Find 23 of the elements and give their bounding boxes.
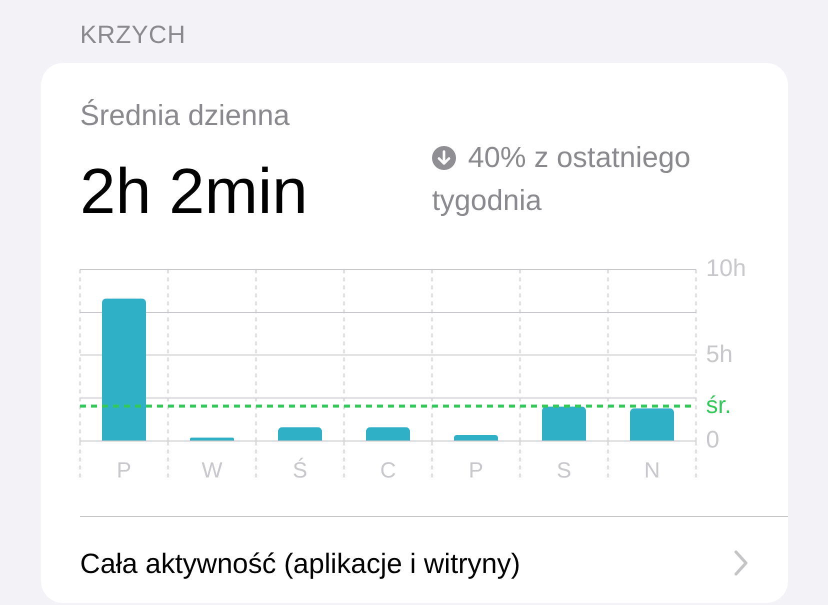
text: 40% z ostatniego tygodnia	[432, 142, 690, 217]
bar	[102, 298, 146, 440]
text: Średnia dzienna	[80, 100, 290, 132]
bar	[542, 406, 586, 440]
bar	[278, 427, 322, 440]
x-tick-label: Ś	[292, 457, 308, 482]
x-tick-label: P	[468, 457, 484, 482]
text: 2h 2min	[80, 155, 308, 227]
x-tick-label: N	[644, 457, 660, 482]
x-tick-label: P	[116, 457, 132, 482]
ref-line-label: śr.	[706, 392, 732, 419]
bar	[630, 408, 674, 440]
x-tick-label: W	[202, 457, 223, 482]
bar	[366, 427, 410, 440]
chart-title: KRZYCH	[80, 21, 186, 49]
y-tick-label: 10h	[706, 255, 746, 282]
y-tick-label: 0	[706, 426, 720, 454]
x-tick-label: C	[380, 457, 396, 482]
x-tick-label: S	[556, 457, 572, 482]
text: Cała aktywność (aplikacje i witryny)	[80, 548, 520, 579]
bar	[454, 434, 498, 440]
bar	[190, 438, 234, 440]
y-tick-label: 5h	[706, 340, 733, 368]
